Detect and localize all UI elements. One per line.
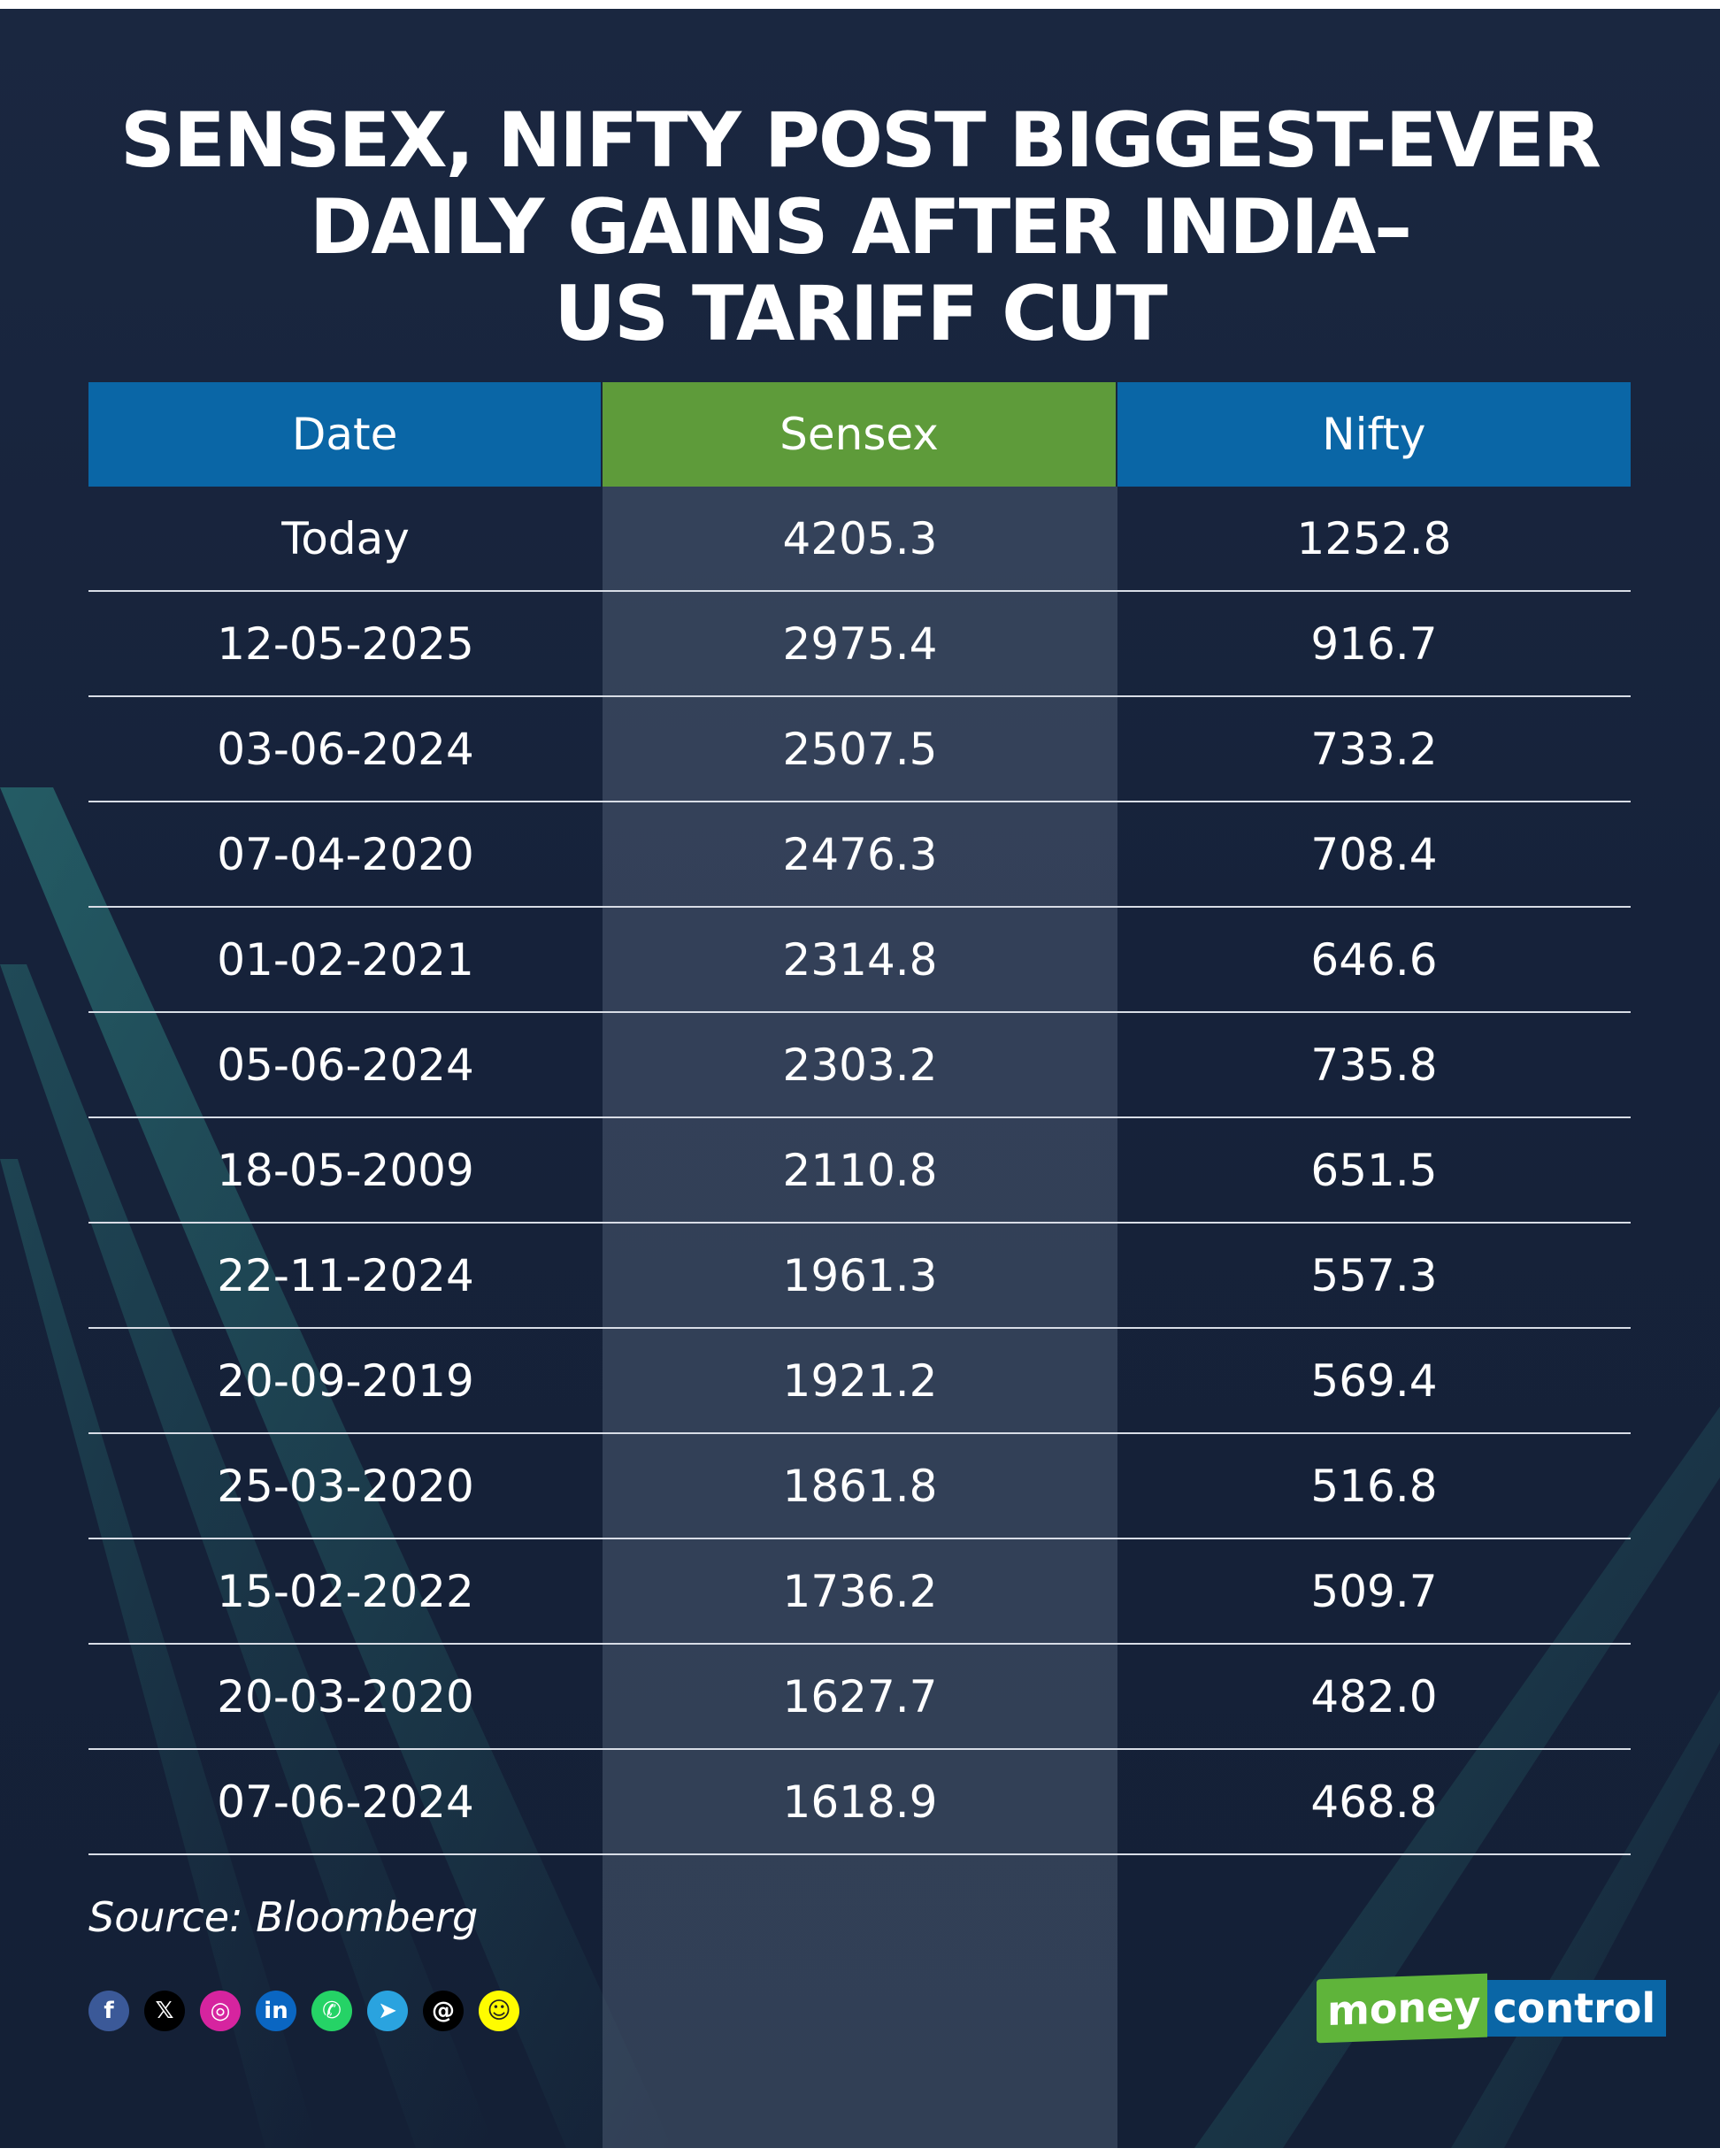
table-row: 22-11-2024 1961.3 557.3 [88, 1224, 1631, 1329]
header-date: Date [88, 382, 602, 487]
cell-nifty: 516.8 [1310, 1460, 1438, 1512]
background-streaks [0, 787, 1720, 2148]
cell-date: 12-05-2025 [217, 618, 474, 670]
cell-nifty: 482.0 [1310, 1670, 1438, 1722]
cell-nifty: 569.4 [1310, 1354, 1438, 1407]
cell-nifty: 916.7 [1310, 618, 1438, 670]
table-row: 20-03-2020 1627.7 482.0 [88, 1645, 1631, 1750]
cell-sensex: 2110.8 [782, 1144, 938, 1196]
cell-date: 07-06-2024 [217, 1776, 474, 1828]
cell-sensex: 2303.2 [782, 1039, 938, 1091]
cell-sensex: 1921.2 [782, 1354, 938, 1407]
table-row: 18-05-2009 2110.8 651.5 [88, 1118, 1631, 1224]
title-line-2: DAILY GAINS AFTER INDIA– [309, 183, 1412, 272]
cell-sensex: 2476.3 [782, 828, 938, 880]
table-row: 15-02-2022 1736.2 509.7 [88, 1539, 1631, 1645]
cell-nifty: 733.2 [1310, 723, 1438, 775]
cell-date: 18-05-2009 [217, 1144, 474, 1196]
cell-date: 20-03-2020 [217, 1670, 474, 1722]
cell-sensex: 1627.7 [782, 1670, 938, 1722]
cell-nifty: 651.5 [1310, 1144, 1438, 1196]
cell-date: Today [281, 512, 410, 564]
cell-sensex: 1861.8 [782, 1460, 938, 1512]
moneycontrol-logo: money control [1317, 1973, 1667, 2044]
whatsapp-icon[interactable]: ✆ [311, 1991, 352, 2031]
table-body: Today 4205.3 1252.8 12-05-2025 2975.4 916.7 03… [88, 487, 1631, 1855]
cell-nifty: 1252.8 [1296, 512, 1452, 564]
telegram-icon[interactable]: ➤ [367, 1991, 408, 2031]
cell-date: 20-09-2019 [217, 1354, 474, 1407]
table-row: 25-03-2020 1861.8 516.8 [88, 1434, 1631, 1539]
cell-nifty: 708.4 [1310, 828, 1438, 880]
cell-date: 22-11-2024 [217, 1249, 474, 1301]
cell-date: 07-04-2020 [217, 828, 474, 880]
cell-nifty: 468.8 [1310, 1776, 1438, 1828]
threads-icon[interactable]: @ [423, 1991, 464, 2031]
social-icons: f 𝕏 ◎ in ✆ ➤ @ ☺ [88, 1991, 519, 2031]
source-note: Source: Bloomberg [88, 1893, 479, 1941]
table-row: 12-05-2025 2975.4 916.7 [88, 592, 1631, 697]
cell-date: 05-06-2024 [217, 1039, 474, 1091]
title-line-3: US TARIFF CUT [554, 270, 1168, 358]
x-icon[interactable]: 𝕏 [144, 1991, 185, 2031]
table-row: 01-02-2021 2314.8 646.6 [88, 908, 1631, 1013]
table-header: Date Sensex Nifty [88, 382, 1631, 487]
page-title: SENSEX, NIFTY POST BIGGEST-EVER DAILY GA… [80, 97, 1640, 357]
cell-nifty: 557.3 [1310, 1249, 1438, 1301]
cell-nifty: 735.8 [1310, 1039, 1438, 1091]
snapchat-icon[interactable]: ☺ [479, 1991, 519, 2031]
poster: SENSEX, NIFTY POST BIGGEST-EVER DAILY GA… [0, 9, 1720, 2148]
table-row: 03-06-2024 2507.5 733.2 [88, 697, 1631, 802]
instagram-icon[interactable]: ◎ [200, 1991, 241, 2031]
cell-sensex: 1736.2 [782, 1565, 938, 1617]
facebook-icon[interactable]: f [88, 1991, 129, 2031]
sensex-column-highlight [603, 487, 1117, 2148]
cell-nifty: 646.6 [1310, 933, 1438, 986]
table-row: 05-06-2024 2303.2 735.8 [88, 1013, 1631, 1118]
cell-sensex: 4205.3 [782, 512, 938, 564]
cell-sensex: 2975.4 [782, 618, 938, 670]
cell-sensex: 2507.5 [782, 723, 938, 775]
cell-sensex: 1618.9 [782, 1776, 938, 1828]
cell-sensex: 1961.3 [782, 1249, 938, 1301]
logo-control: control [1487, 1980, 1667, 2037]
header-sensex: Sensex [603, 382, 1116, 487]
cell-date: 15-02-2022 [217, 1565, 474, 1617]
cell-date: 25-03-2020 [217, 1460, 474, 1512]
logo-money: money [1317, 1973, 1488, 2044]
table-row: 07-04-2020 2476.3 708.4 [88, 802, 1631, 908]
header-nifty: Nifty [1117, 382, 1631, 487]
gains-table: Date Sensex Nifty Today 4205.3 1252.8 12-05… [88, 382, 1631, 2148]
linkedin-icon[interactable]: in [256, 1991, 296, 2031]
cell-nifty: 509.7 [1310, 1565, 1438, 1617]
table-row: 07-06-2024 1618.9 468.8 [88, 1750, 1631, 1855]
cell-sensex: 2314.8 [782, 933, 938, 986]
cell-date: 01-02-2021 [217, 933, 474, 986]
title-line-1: SENSEX, NIFTY POST BIGGEST-EVER [120, 96, 1601, 185]
table-row: Today 4205.3 1252.8 [88, 487, 1631, 592]
cell-date: 03-06-2024 [217, 723, 474, 775]
table-row: 20-09-2019 1921.2 569.4 [88, 1329, 1631, 1434]
